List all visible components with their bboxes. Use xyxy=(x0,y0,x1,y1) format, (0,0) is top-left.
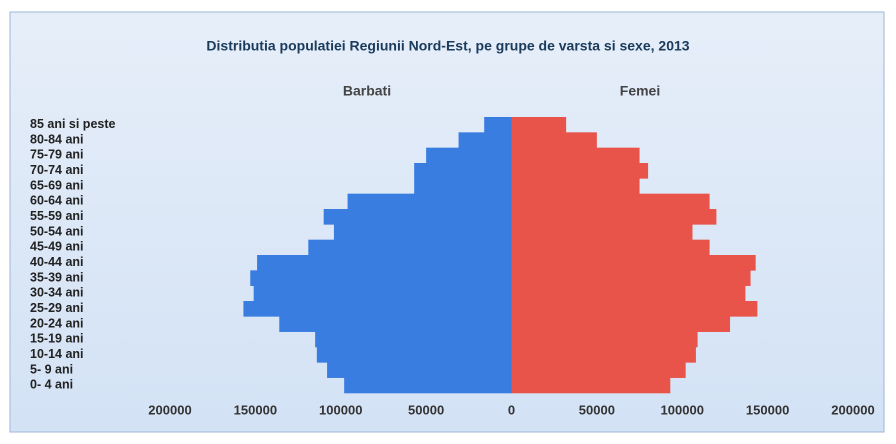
bar xyxy=(333,224,512,240)
bar xyxy=(511,285,746,302)
bar xyxy=(414,178,512,194)
x-tick-label: 100000 xyxy=(319,402,362,417)
x-tick-label: 0 xyxy=(508,402,515,417)
bar xyxy=(511,178,640,194)
bar xyxy=(511,255,756,271)
bar xyxy=(511,193,710,210)
bar xyxy=(484,117,512,133)
bar xyxy=(426,147,512,164)
x-tick-label: 100000 xyxy=(661,402,704,417)
bar xyxy=(511,209,717,225)
bar xyxy=(511,163,649,179)
bar xyxy=(511,239,710,256)
category-label: 35-39 ani xyxy=(30,270,84,284)
bar xyxy=(250,270,512,286)
bar xyxy=(511,316,731,332)
bar xyxy=(511,147,640,164)
bar xyxy=(243,301,512,317)
bar xyxy=(511,331,698,348)
bar xyxy=(316,347,512,363)
bar xyxy=(511,224,693,240)
category-label: 10-14 ani xyxy=(30,347,84,361)
bar xyxy=(323,209,512,225)
bar xyxy=(327,362,512,378)
x-tick-label: 200000 xyxy=(831,402,874,417)
category-label: 80-84 ani xyxy=(30,132,84,146)
category-label: 55-59 ani xyxy=(30,209,84,223)
bar xyxy=(347,193,512,210)
bar xyxy=(511,377,671,394)
legend-label: Femei xyxy=(620,83,660,99)
bar xyxy=(511,301,758,317)
category-label: 60-64 ani xyxy=(30,194,84,208)
bar xyxy=(253,285,512,302)
bar xyxy=(511,270,751,286)
bar xyxy=(511,347,696,363)
x-tick-label: 50000 xyxy=(579,402,615,417)
category-label: 50-54 ani xyxy=(30,224,84,238)
x-tick-label: 50000 xyxy=(408,402,444,417)
bar xyxy=(414,163,512,179)
bar xyxy=(511,132,597,148)
bar xyxy=(344,377,512,394)
x-tick-label: 200000 xyxy=(148,402,191,417)
category-label: 30-34 ani xyxy=(30,286,84,300)
bar xyxy=(458,132,512,148)
category-label: 15-19 ani xyxy=(30,332,84,346)
category-label: 0- 4 ani xyxy=(30,378,73,392)
bar xyxy=(511,362,686,378)
bar xyxy=(511,117,567,133)
chart-title: Distributia populatiei Regiunii Nord-Est… xyxy=(206,38,689,54)
bar xyxy=(257,255,512,271)
category-label: 65-69 ani xyxy=(30,178,84,192)
category-label: 25-29 ani xyxy=(30,301,84,315)
bar xyxy=(279,316,512,332)
x-tick-label: 150000 xyxy=(234,402,277,417)
category-label: 20-24 ani xyxy=(30,316,84,330)
bar xyxy=(308,239,512,256)
x-tick-label: 150000 xyxy=(746,402,789,417)
bar xyxy=(315,331,512,348)
category-label: 85 ani si peste xyxy=(30,117,116,131)
category-label: 70-74 ani xyxy=(30,163,84,177)
category-label: 75-79 ani xyxy=(30,148,84,162)
category-label: 45-49 ani xyxy=(30,240,84,254)
legend-label: Barbati xyxy=(343,83,391,99)
category-label: 40-44 ani xyxy=(30,255,84,269)
category-label: 5- 9 ani xyxy=(30,362,73,376)
